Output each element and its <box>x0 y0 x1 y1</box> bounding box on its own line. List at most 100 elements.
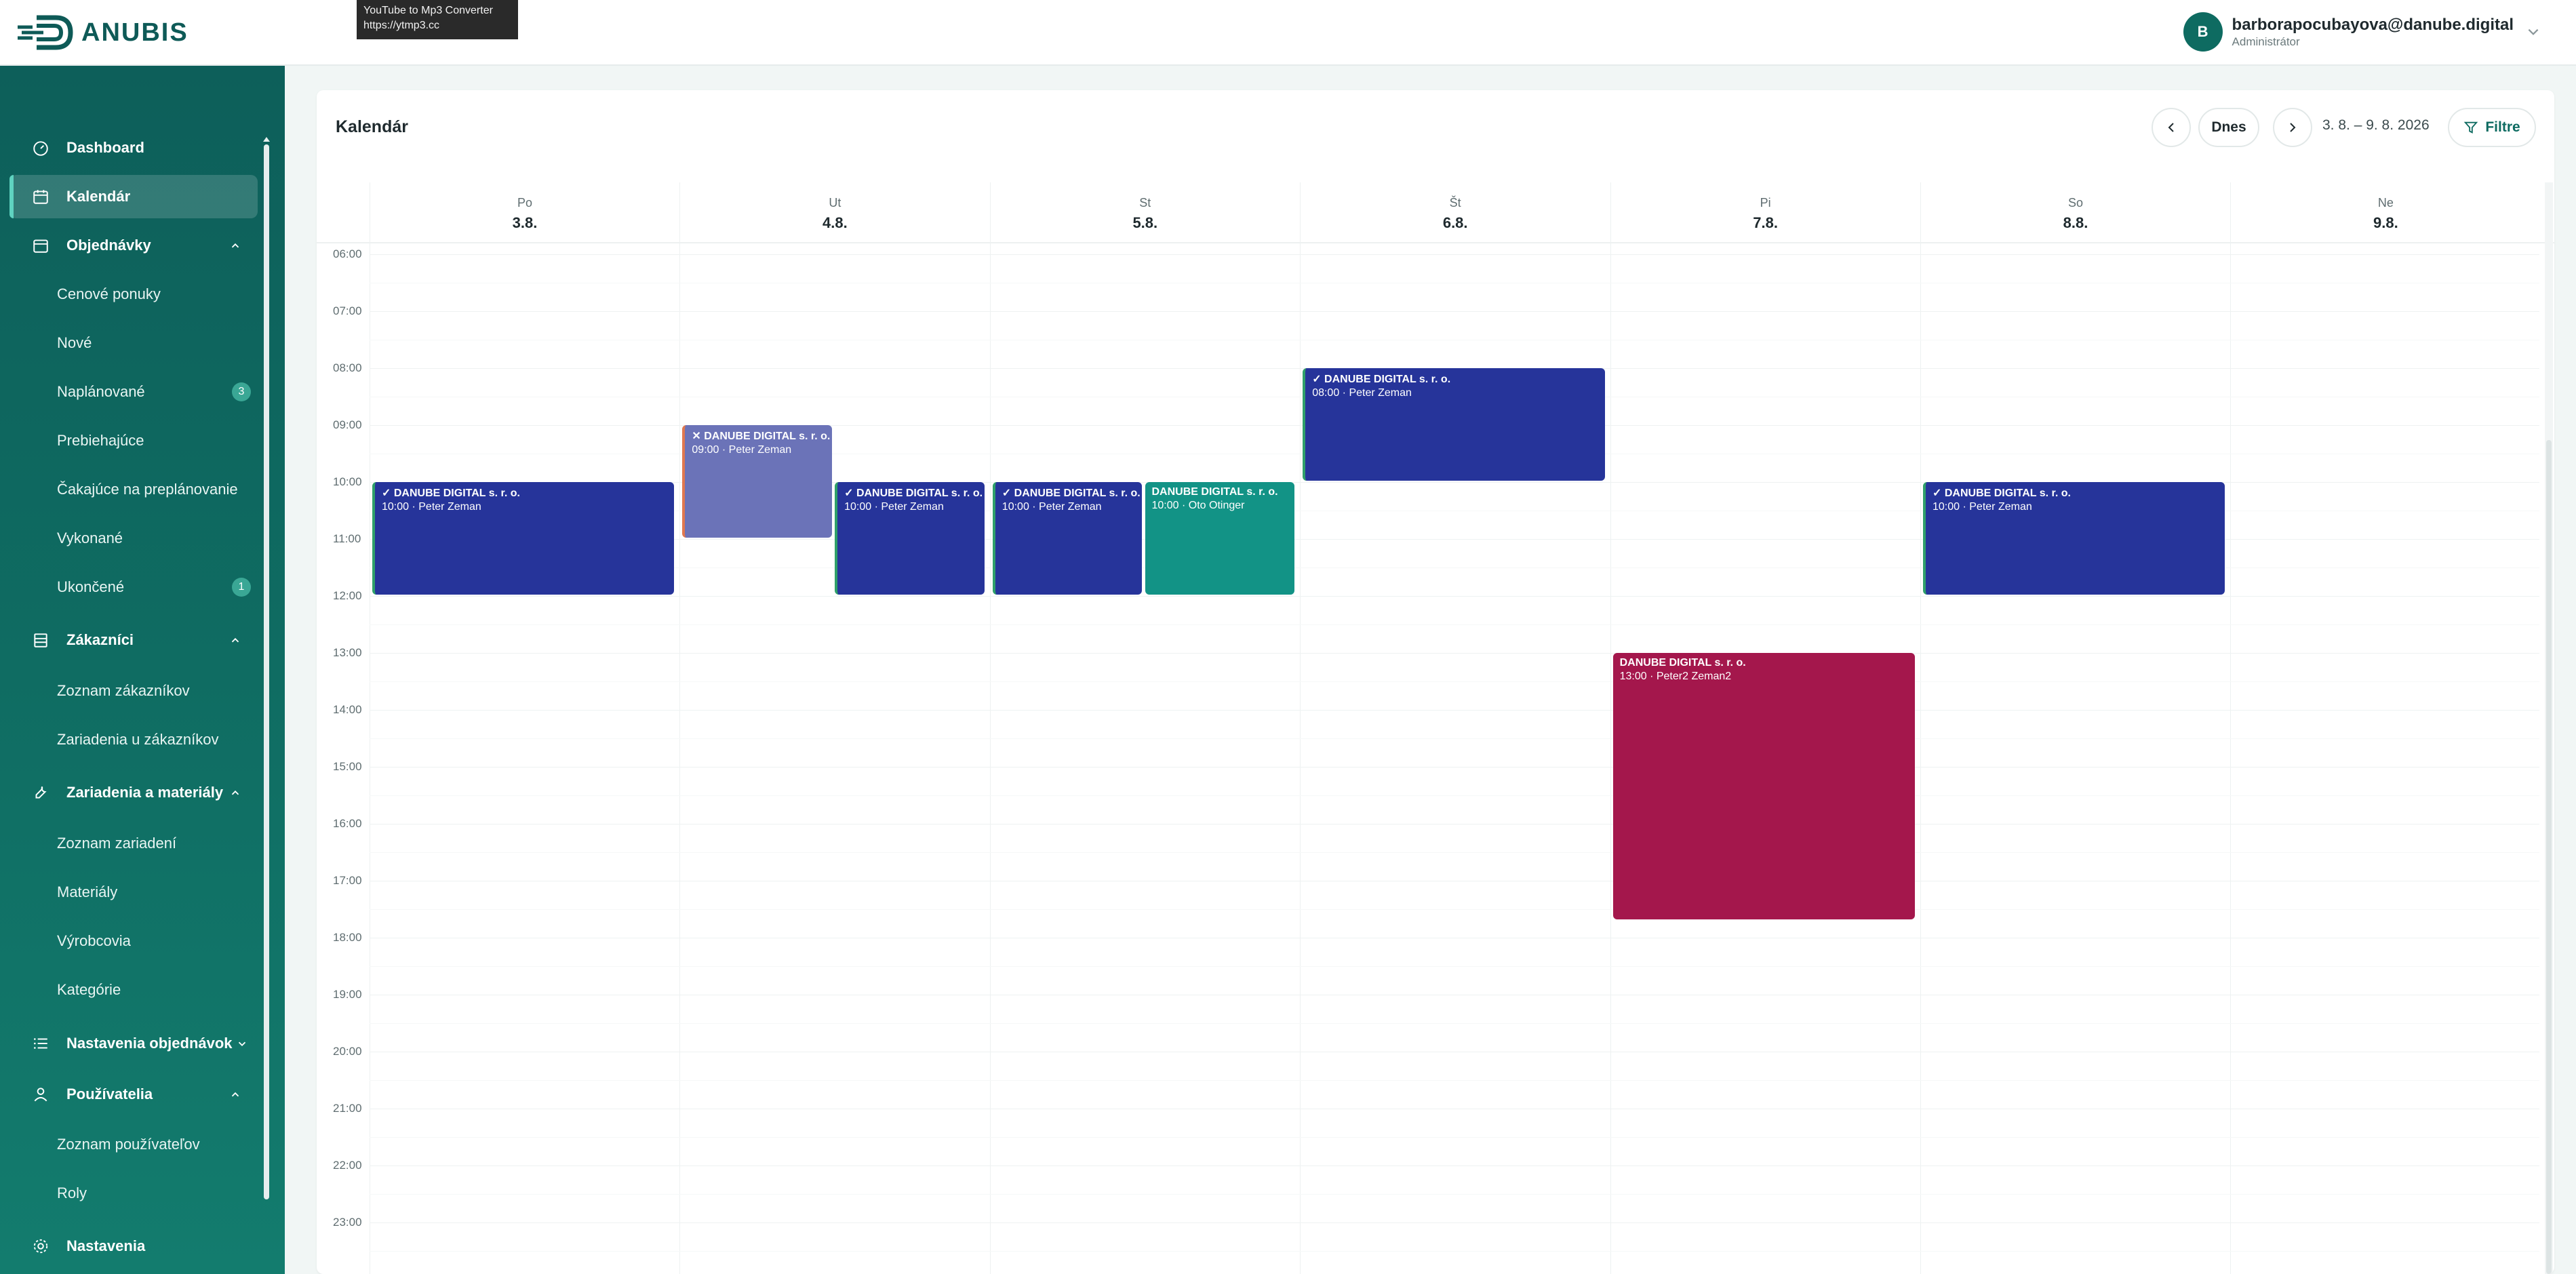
day-date: 5.8. <box>1132 214 1158 231</box>
calendar-card: Kalendár Dnes 3. 8. – 9. 8. 2026 Filtre … <box>317 90 2554 1274</box>
filter-button[interactable]: Filtre <box>2448 108 2536 147</box>
event-time-assignee: 10:00 · Peter Zeman <box>844 501 944 513</box>
chevron-down-icon <box>238 1041 246 1046</box>
sidebar-item-label: Kategórie <box>57 981 121 998</box>
day-header[interactable]: So 8.8. <box>1920 182 2230 242</box>
sidebar-item-new[interactable]: Nové <box>57 323 260 363</box>
chevron-right-icon <box>2290 123 2296 132</box>
chevron-down-icon[interactable] <box>2526 24 2541 39</box>
day-header[interactable]: Po 3.8. <box>370 182 679 242</box>
sidebar-item-materials[interactable]: Materiály <box>57 872 260 913</box>
event-title: DANUBE DIGITAL s. r. o. <box>1619 657 1746 669</box>
list-icon <box>31 1034 50 1053</box>
day-header[interactable]: St 5.8. <box>989 182 1300 242</box>
hour-gridline <box>370 539 2539 540</box>
sidebar-item-in-progress[interactable]: Prebiehajúce <box>57 420 260 461</box>
event-title: ✕ DANUBE DIGITAL s. r. o. <box>692 431 831 442</box>
half-hour-gridline <box>370 1194 2539 1195</box>
sidebar-item-completed[interactable]: Vykonané <box>57 518 260 559</box>
sidebar-item-dashboard[interactable]: Dashboard <box>9 126 258 170</box>
calendar-event[interactable]: ✓ DANUBE DIGITAL s. r. o. 08:00 · Peter Z… <box>1303 368 1605 481</box>
sidebar-item-calendar[interactable]: Kalendár <box>9 175 258 218</box>
date-range: 3. 8. – 9. 8. 2026 <box>2322 117 2430 133</box>
week-grid[interactable]: Po 3.8. Ut 4.8. St 5.8. Št 6.8. Pi 7.8. So 8.8. Ne 9.… <box>317 182 2554 1274</box>
day-column-divider <box>989 182 991 1274</box>
sidebar-item-orders[interactable]: Objednávky <box>9 224 258 267</box>
event-time-assignee: 08:00 · Peter Zeman <box>1312 387 1412 399</box>
hour-gridline <box>370 710 2539 711</box>
calendar-event[interactable]: ✕ DANUBE DIGITAL s. r. o. 09:00 · Peter Z… <box>682 425 833 538</box>
today-button[interactable]: Dnes <box>2198 108 2259 147</box>
event-title: ✓ DANUBE DIGITAL s. r. o. <box>1002 487 1141 499</box>
app-logo[interactable]: ANUBIS <box>16 14 189 52</box>
day-column-divider <box>1610 182 1611 1274</box>
top-bar: ANUBIS YouTube to Mp3 Converter https://… <box>0 0 2576 66</box>
prev-week-button[interactable] <box>2152 108 2191 147</box>
calendar-event[interactable]: ✓ DANUBE DIGITAL s. r. o. 10:00 · Peter Z… <box>1923 482 2225 595</box>
sidebar-item-label: Nastavenia objednávok <box>66 1035 233 1052</box>
sidebar-item-label: Ukončené <box>57 578 125 595</box>
dashboard-icon <box>31 138 50 157</box>
day-date: 4.8. <box>823 214 848 231</box>
sidebar-scrollbar[interactable] <box>264 144 269 1199</box>
sidebar-item-planned[interactable]: Naplánované 3 <box>57 372 260 412</box>
sidebar-item-customer-devices[interactable]: Zariadenia u zákazníkov <box>57 719 260 760</box>
time-label: 14:00 <box>333 703 362 716</box>
calendar-event[interactable]: DANUBE DIGITAL s. r. o. 10:00 · Oto Oting… <box>1145 482 1295 595</box>
time-label: 12:00 <box>333 589 362 602</box>
calendar-event[interactable]: ✓ DANUBE DIGITAL s. r. o. 10:00 · Peter Z… <box>992 482 1143 595</box>
half-hour-gridline <box>370 1080 2539 1081</box>
day-header[interactable]: Št 6.8. <box>1300 182 1610 242</box>
event-time-assignee: 13:00 · Peter2 Zeman2 <box>1619 671 1732 682</box>
half-hour-gridline <box>370 966 2539 967</box>
half-hour-gridline <box>370 1251 2539 1252</box>
time-label: 15:00 <box>333 760 362 773</box>
next-week-button[interactable] <box>2273 108 2312 147</box>
sidebar-item-device-list[interactable]: Zoznam zariadení <box>57 823 260 864</box>
user-menu[interactable]: B barborapocubayova@danube.digital Admin… <box>2183 12 2541 52</box>
scroll-up-arrow-icon[interactable] <box>262 135 271 143</box>
chevron-up-icon <box>231 637 239 643</box>
day-column-divider <box>1300 182 1301 1274</box>
event-time-assignee: 10:00 · Peter Zeman <box>1002 501 1102 513</box>
sidebar-item-user-list[interactable]: Zoznam používateľov <box>57 1124 260 1165</box>
sidebar-item-roles[interactable]: Roly <box>57 1173 260 1214</box>
sidebar-item-label: Nové <box>57 334 92 351</box>
calendar-scrollbar-thumb[interactable] <box>2546 440 2552 1274</box>
calendar-event[interactable]: DANUBE DIGITAL s. r. o. 13:00 · Peter2 Ze… <box>1612 653 1915 919</box>
sidebar-item-quotes[interactable]: Cenové ponuky <box>57 274 260 315</box>
sidebar-item-order-settings[interactable]: Nastavenia objednávok <box>9 1022 258 1065</box>
event-title: DANUBE DIGITAL s. r. o. <box>1151 486 1278 498</box>
sidebar-item-customer-list[interactable]: Zoznam zákazníkov <box>57 671 260 711</box>
sidebar-item-settings[interactable]: Nastavenia <box>9 1225 258 1268</box>
half-hour-gridline <box>370 681 2539 682</box>
sidebar-item-users[interactable]: Používatelia <box>9 1073 258 1116</box>
time-label: 20:00 <box>333 1045 362 1058</box>
sidebar-item-label: Roly <box>57 1185 87 1201</box>
calendar-event[interactable]: ✓ DANUBE DIGITAL s. r. o. 10:00 · Peter Z… <box>835 482 985 595</box>
day-name: Ne <box>2377 196 2394 210</box>
day-header[interactable]: Ne 9.8. <box>2230 182 2540 242</box>
sidebar-item-categories[interactable]: Kategórie <box>57 970 260 1010</box>
calendar-event[interactable]: ✓ DANUBE DIGITAL s. r. o. 10:00 · Peter Z… <box>372 482 675 595</box>
sidebar-item-awaiting-reschedule[interactable]: Čakajúce na preplánovanie <box>57 469 260 510</box>
gear-icon <box>31 1237 50 1256</box>
event-time-assignee: 10:00 · Oto Otinger <box>1151 500 1245 511</box>
day-header[interactable]: Ut 4.8. <box>679 182 989 242</box>
event-time-assignee: 10:00 · Peter Zeman <box>382 501 481 513</box>
sidebar-item-label: Naplánované <box>57 383 145 400</box>
time-label: 13:00 <box>333 646 362 659</box>
count-badge: 1 <box>232 578 251 597</box>
sidebar-item-label: Nastavenia <box>66 1237 146 1254</box>
day-header[interactable]: Pi 7.8. <box>1610 182 1920 242</box>
half-hour-gridline <box>370 1023 2539 1024</box>
hour-gridline <box>370 254 2539 255</box>
sidebar-item-label: Dashboard <box>66 139 144 156</box>
sidebar-item-manufacturers[interactable]: Výrobcovia <box>57 921 260 961</box>
sidebar-item-customers[interactable]: Zákazníci <box>9 618 258 662</box>
hour-gridline <box>370 1222 2539 1223</box>
day-name: St <box>1139 196 1151 210</box>
user-info: barborapocubayova@danube.digital Adminis… <box>2232 16 2514 49</box>
sidebar-item-devices[interactable]: Zariadenia a materiály <box>9 771 258 814</box>
sidebar-item-closed[interactable]: Ukončené 1 <box>57 567 260 608</box>
